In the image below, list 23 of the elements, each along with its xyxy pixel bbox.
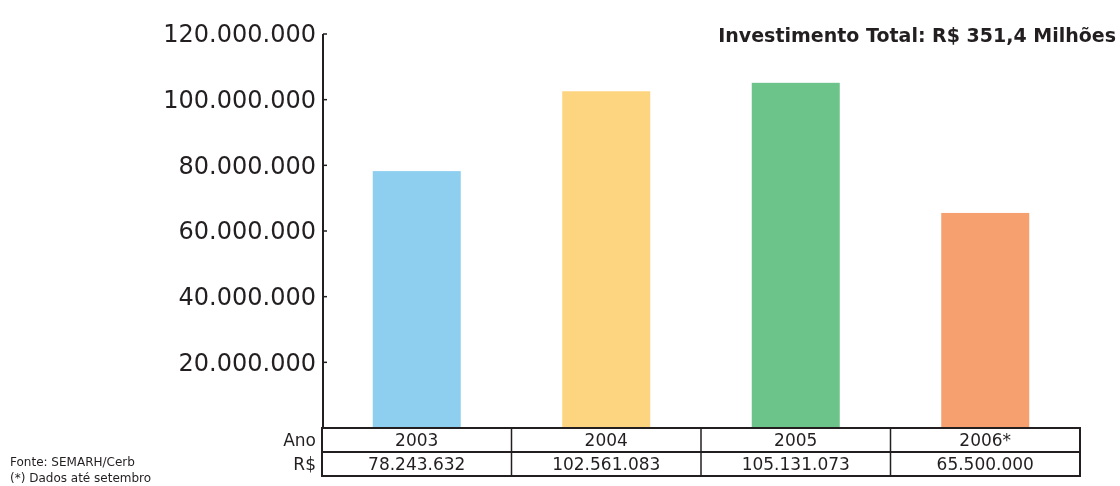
- y-tick-label: 20.000.000: [178, 348, 316, 377]
- x-tick-label: 2003: [395, 429, 439, 450]
- bar: [941, 212, 1030, 428]
- data-label: 102.561.083: [552, 453, 661, 474]
- bar: [751, 82, 840, 428]
- source-note: Fonte: SEMARH/Cerb: [10, 455, 135, 469]
- y-axis-title: R$: [293, 453, 316, 474]
- y-tick-label: 60.000.000: [178, 217, 316, 246]
- y-tick-label: 120.000.000: [163, 20, 316, 49]
- y-tick-label: 80.000.000: [178, 151, 316, 180]
- bar: [372, 171, 461, 428]
- data-label: 65.500.000: [936, 453, 1034, 474]
- y-tick-label: 40.000.000: [178, 283, 316, 312]
- data-label: 105.131.073: [741, 453, 850, 474]
- chart-title: Investimento Total: R$ 351,4 Milhões: [718, 24, 1116, 46]
- x-tick-label: 2006*: [959, 429, 1012, 450]
- bar: [562, 91, 651, 428]
- y-tick-label: 100.000.000: [163, 86, 316, 115]
- x-axis-title: Ano: [283, 429, 316, 450]
- data-label: 78.243.632: [368, 453, 466, 474]
- x-tick-label: 2004: [584, 429, 628, 450]
- text: (*) Dados até setembro: [10, 471, 152, 485]
- x-tick-label: 2005: [774, 429, 818, 450]
